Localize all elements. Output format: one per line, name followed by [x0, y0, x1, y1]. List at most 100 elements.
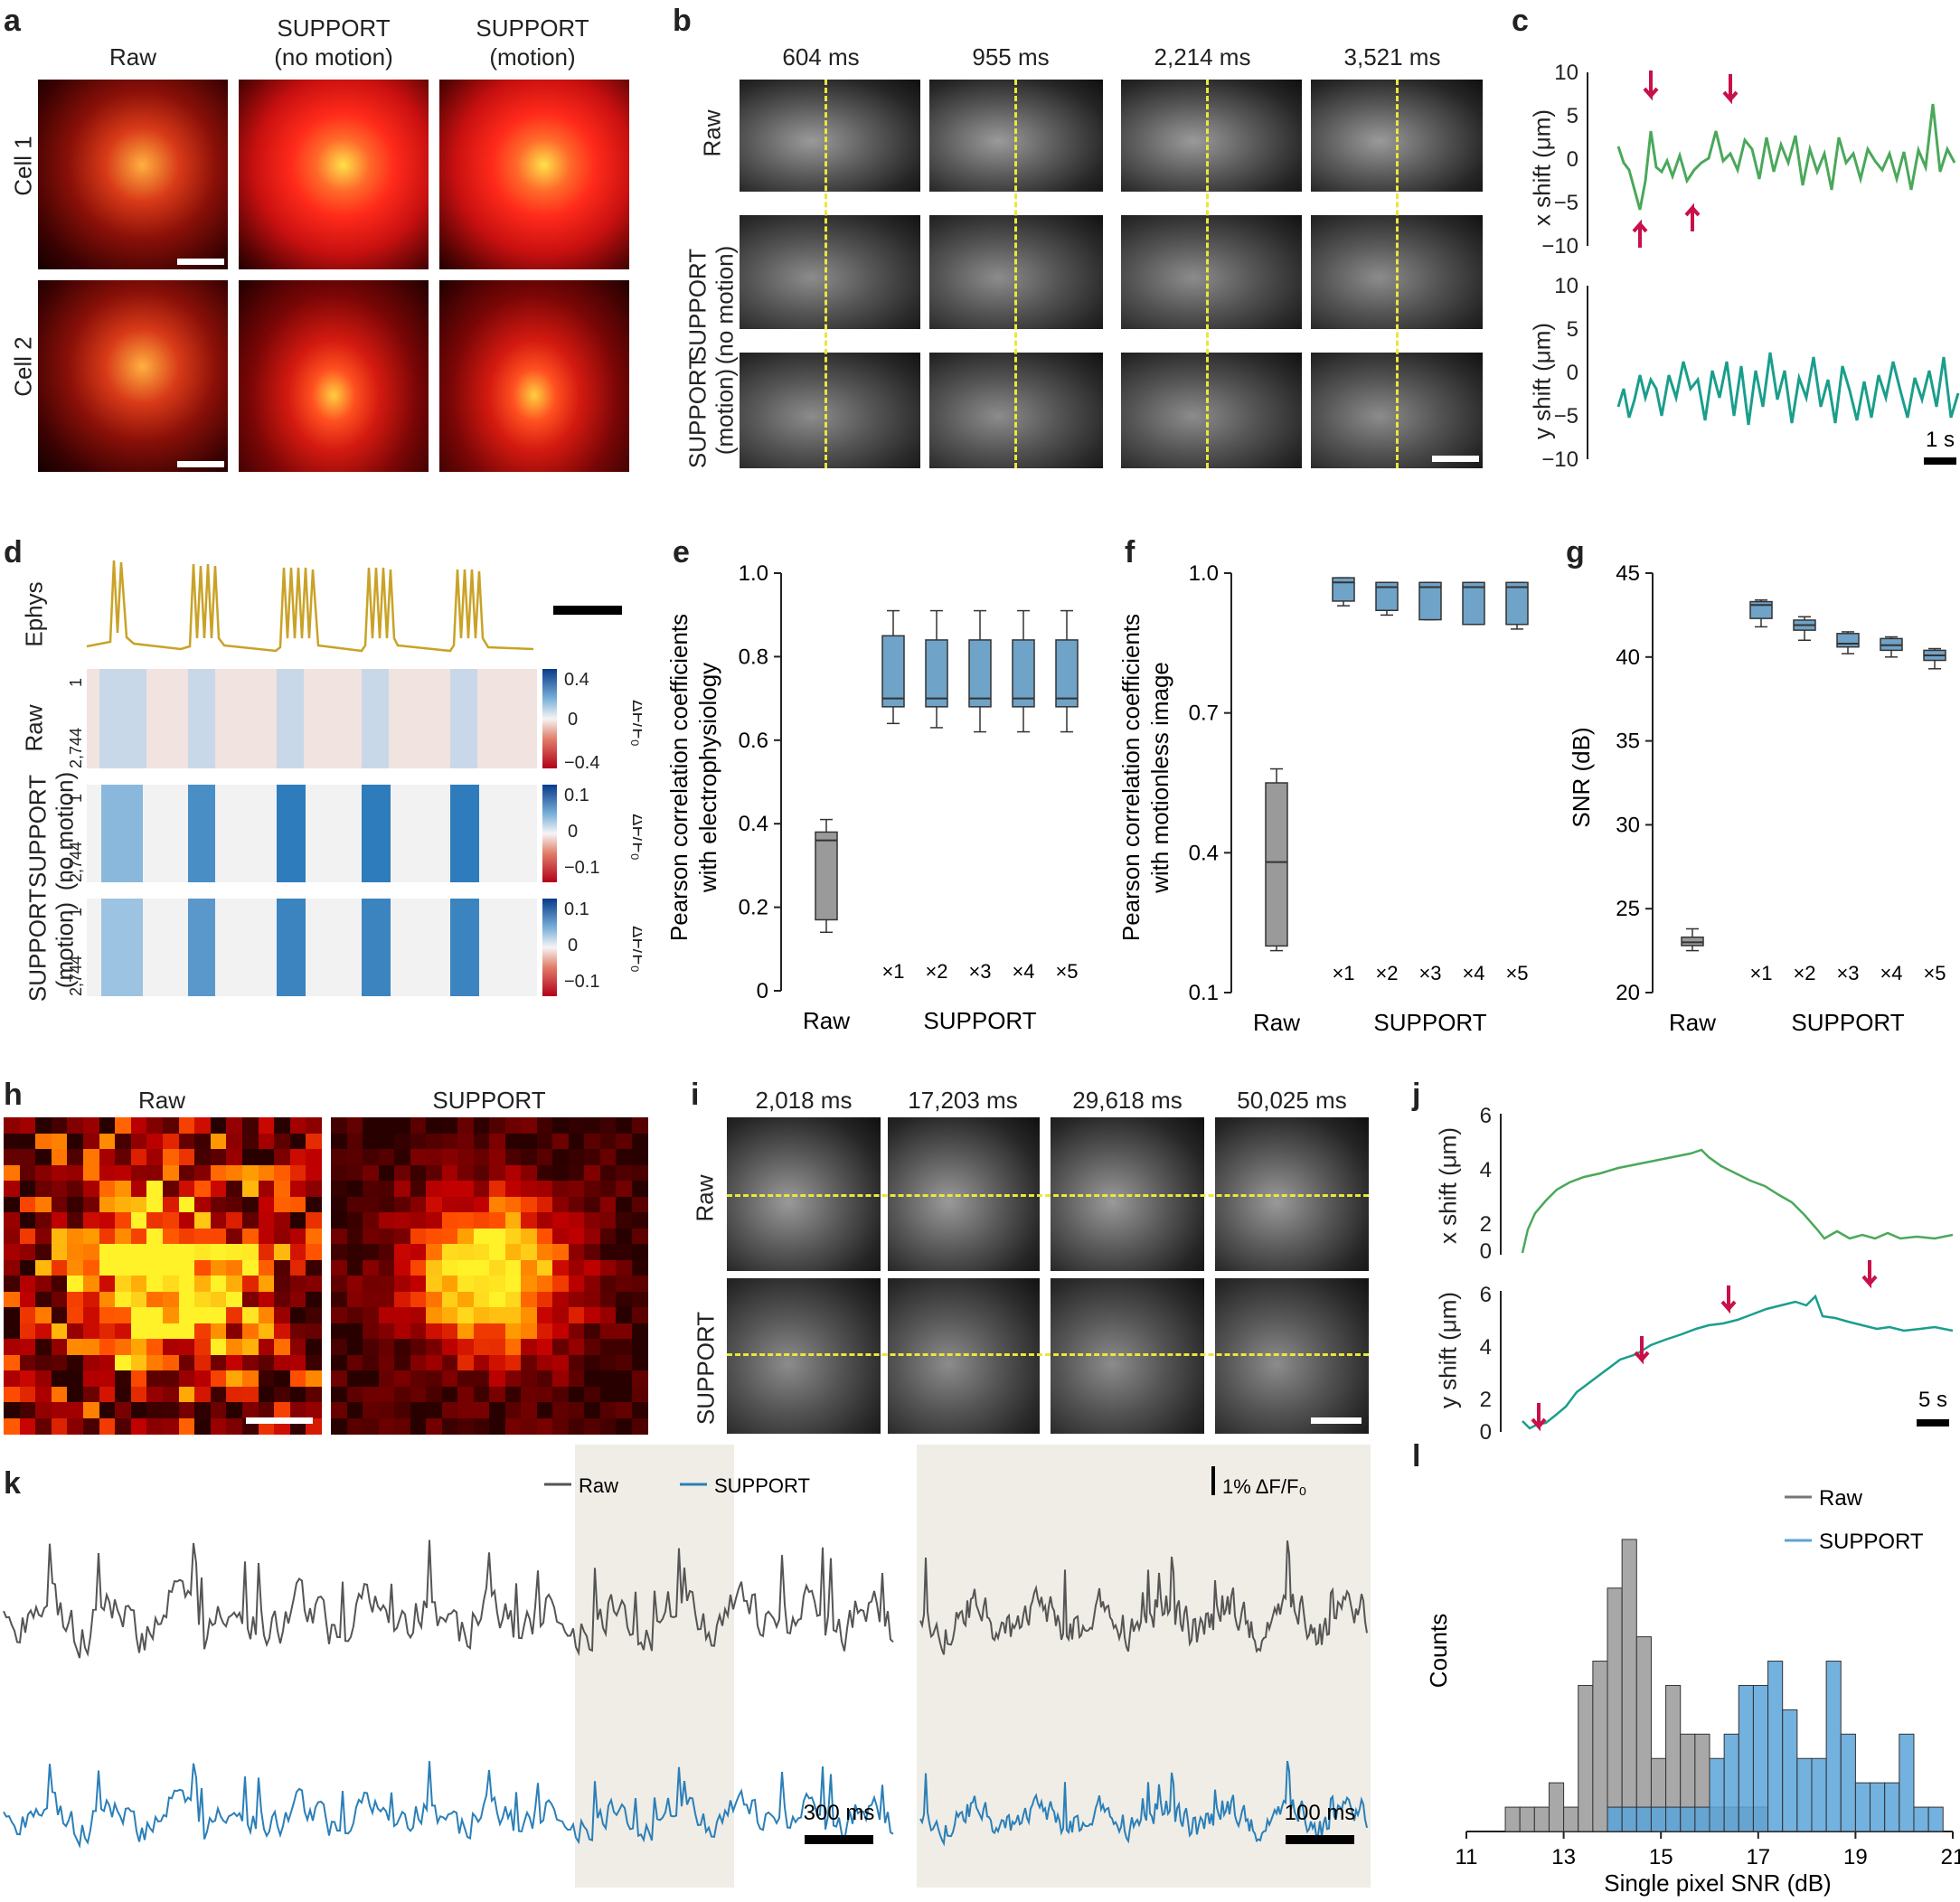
a-col-sup-nm-1: SUPPORT	[277, 14, 391, 42]
box-g-mult-1: ×2	[1793, 962, 1815, 984]
f-ylabel-2: with motionless image	[1146, 662, 1173, 894]
j-arrow-3	[1720, 1285, 1737, 1314]
box-g-box-0	[1681, 927, 1704, 952]
l-bar-raw	[1578, 1684, 1594, 1832]
panel-label-d: d	[4, 535, 23, 570]
panel-label-b: b	[673, 4, 692, 38]
box-e-mult-4: ×5	[1055, 960, 1078, 983]
i-time-3: 29,618 ms	[1072, 1087, 1183, 1114]
d-cbar-label-1: ΔF/F₀	[628, 700, 642, 747]
a-cell1-sup-m-image	[439, 80, 629, 269]
i-row-support: SUPPORT	[692, 1311, 720, 1426]
c-x-trace	[1616, 103, 1956, 211]
b-supnm-1	[740, 215, 920, 329]
c-tick-m10a: −10	[1541, 234, 1578, 259]
a-cell2-raw-image	[38, 280, 228, 472]
box-g-box-5	[1923, 647, 1946, 670]
a-cell2-sup-nm-image	[239, 280, 429, 472]
box-f-ytick: 0.4	[1189, 841, 1219, 865]
d-heatmap-supm	[87, 899, 537, 996]
d-cbar2-bot: −0.1	[564, 858, 599, 878]
d-label-supm-1: SUPPORT	[24, 888, 52, 1003]
d-ephys-scalebar	[553, 606, 622, 615]
l-bar-support	[1767, 1661, 1784, 1832]
i-time-4: 50,025 ms	[1237, 1087, 1347, 1114]
j-ylabel-x: x shift (μm)	[1434, 1126, 1462, 1245]
l-bar-support	[1811, 1757, 1827, 1832]
box-e-xcat-raw: Raw	[803, 1007, 850, 1034]
i-time-1: 2,018 ms	[755, 1087, 853, 1114]
a-cell1-sup-nm-image	[239, 80, 429, 269]
d-cbar1-bot: −0.4	[564, 753, 599, 773]
k-scalebar-x1	[805, 1835, 873, 1844]
box-e-xcat-sup: SUPPORT	[923, 1007, 1036, 1034]
box-e-box-5	[1055, 609, 1079, 733]
box-f-ytick: 0.7	[1189, 701, 1219, 726]
box-g-box-4	[1880, 636, 1903, 658]
d-cbar-2	[542, 785, 557, 882]
l-bar-support	[1738, 1684, 1754, 1832]
l-xlabel: Single pixel SNR (dB)	[1604, 1869, 1831, 1897]
j-tick-0a: 0	[1480, 1239, 1492, 1264]
d-label-ephys: Ephys	[20, 581, 48, 647]
i-sup-1	[727, 1278, 881, 1434]
d-row-top-3: 1	[67, 908, 85, 917]
g-ylabel: SNR (dB)	[1568, 727, 1595, 827]
j-tick-6a: 6	[1480, 1104, 1492, 1128]
l-bar-support	[1694, 1806, 1710, 1832]
d-cbar1-mid: 0	[568, 710, 578, 730]
l-bar-support	[1796, 1757, 1813, 1832]
panel-label-k: k	[4, 1466, 21, 1501]
box-g-box-1	[1749, 598, 1773, 628]
l-bar-support	[1621, 1806, 1637, 1832]
k-sup-trace-1	[3, 1761, 894, 1850]
l-bar-support	[1752, 1684, 1769, 1832]
c-arrow-2	[1722, 74, 1739, 105]
box-g-box-2	[1793, 616, 1816, 641]
e-ylabel-2: with electrophysiology	[694, 663, 721, 893]
b-supnm-3	[1121, 215, 1302, 329]
d-ephys-trace	[86, 560, 534, 653]
box-f-mult-4: ×5	[1505, 962, 1528, 984]
box-f-ytick: 0.1	[1189, 981, 1219, 1005]
box-e-box-0	[815, 818, 838, 934]
box-g-ytick: 30	[1616, 813, 1640, 837]
box-e-ytick: 1.0	[739, 561, 768, 586]
l-xtick: 13	[1551, 1845, 1576, 1869]
j-scale-label: 5 s	[1918, 1388, 1947, 1412]
l-bar-support	[1709, 1757, 1725, 1832]
l-bar-raw	[1592, 1661, 1608, 1832]
c-tick-5a: 5	[1567, 104, 1578, 128]
c-tick-10a: 10	[1554, 63, 1578, 85]
k-highlight-1	[575, 1445, 734, 1888]
box-f-box-3	[1418, 581, 1442, 621]
j-arrow-4	[1861, 1260, 1878, 1289]
box-g-mult-0: ×1	[1749, 962, 1772, 984]
d-heatmap-raw	[87, 669, 537, 768]
c-y-trace	[1616, 352, 1960, 426]
box-f-box-1	[1332, 577, 1355, 607]
box-e-ytick: 0.8	[739, 645, 768, 669]
i-row-raw: Raw	[691, 1174, 719, 1222]
panel-label-e: e	[673, 535, 690, 570]
c-arrows	[1632, 71, 1739, 248]
e-chart: Pearson correlation coefficients with el…	[669, 561, 1079, 1034]
panel-label-l: l	[1412, 1439, 1421, 1474]
i-scalebar	[1311, 1417, 1362, 1424]
j-tick-4a: 4	[1480, 1158, 1492, 1182]
l-xtick: 21	[1941, 1845, 1960, 1869]
j-tick-0b: 0	[1480, 1420, 1492, 1445]
j-tick-2b: 2	[1480, 1388, 1492, 1412]
d-row-bot-2: 2,744	[67, 842, 85, 882]
a-col-sup-m-1: SUPPORT	[476, 14, 589, 42]
h-raw-image	[4, 1117, 323, 1435]
c-tick-5b: 5	[1567, 317, 1578, 342]
box-g-xcat-raw: Raw	[1669, 1009, 1716, 1036]
l-legend-raw: Raw	[1819, 1486, 1863, 1511]
a-scalebar-2	[177, 461, 224, 467]
a-col-sup-m-2: (motion)	[489, 43, 576, 71]
box-g-ytick: 25	[1616, 897, 1640, 921]
d-chart: 0.4 0 −0.4 0.1 0 −0.1 0.1 0 −0.1 ΔF/F₀ Δ…	[67, 560, 642, 996]
d-label-raw: Raw	[20, 704, 48, 752]
box-g-mult-3: ×4	[1880, 962, 1902, 984]
